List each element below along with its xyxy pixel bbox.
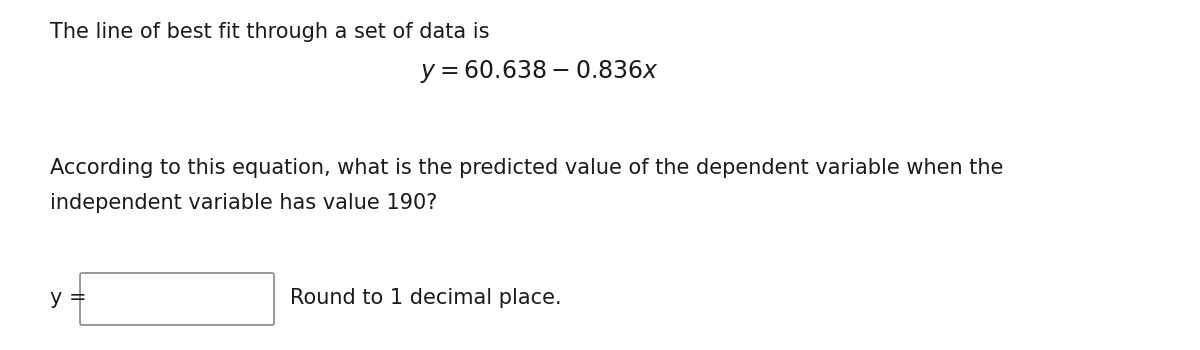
Text: Round to 1 decimal place.: Round to 1 decimal place.	[290, 288, 562, 308]
Text: The line of best fit through a set of data is: The line of best fit through a set of da…	[50, 22, 490, 42]
Text: According to this equation, what is the predicted value of the dependent variabl: According to this equation, what is the …	[50, 158, 1003, 178]
Text: y =: y =	[50, 288, 86, 308]
Text: $y = 60.638 - 0.836x$: $y = 60.638 - 0.836x$	[420, 58, 659, 85]
FancyBboxPatch shape	[80, 273, 274, 325]
Text: independent variable has value 190?: independent variable has value 190?	[50, 193, 437, 213]
